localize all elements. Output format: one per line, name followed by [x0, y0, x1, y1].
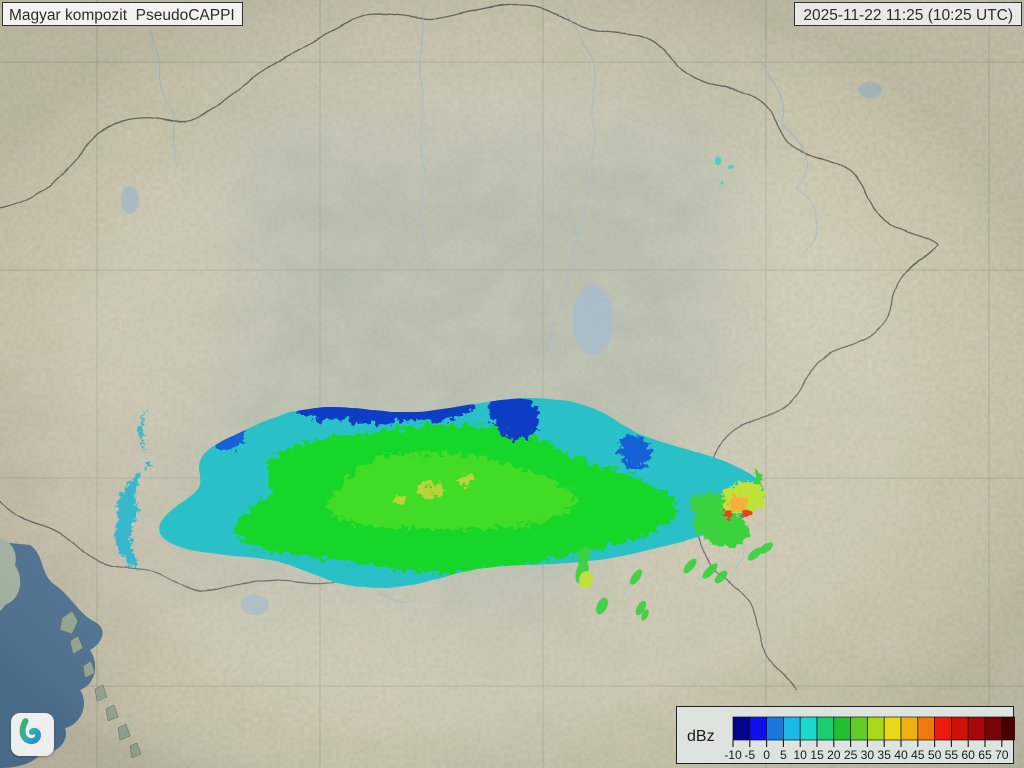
- svg-text:dBz: dBz: [687, 728, 715, 745]
- svg-text:40: 40: [894, 748, 908, 762]
- svg-text:5: 5: [780, 748, 787, 762]
- svg-text:-10: -10: [724, 748, 742, 762]
- svg-text:15: 15: [810, 748, 824, 762]
- svg-text:65: 65: [978, 748, 992, 762]
- svg-text:45: 45: [911, 748, 925, 762]
- svg-text:55: 55: [945, 748, 959, 762]
- svg-text:30: 30: [861, 748, 875, 762]
- svg-text:50: 50: [928, 748, 942, 762]
- svg-text:70: 70: [995, 748, 1009, 762]
- svg-text:10: 10: [793, 748, 807, 762]
- svg-text:60: 60: [961, 748, 975, 762]
- svg-text:0: 0: [763, 748, 770, 762]
- svg-text:25: 25: [844, 748, 858, 762]
- svg-text:20: 20: [827, 748, 841, 762]
- svg-text:-5: -5: [744, 748, 755, 762]
- svg-text:35: 35: [877, 748, 891, 762]
